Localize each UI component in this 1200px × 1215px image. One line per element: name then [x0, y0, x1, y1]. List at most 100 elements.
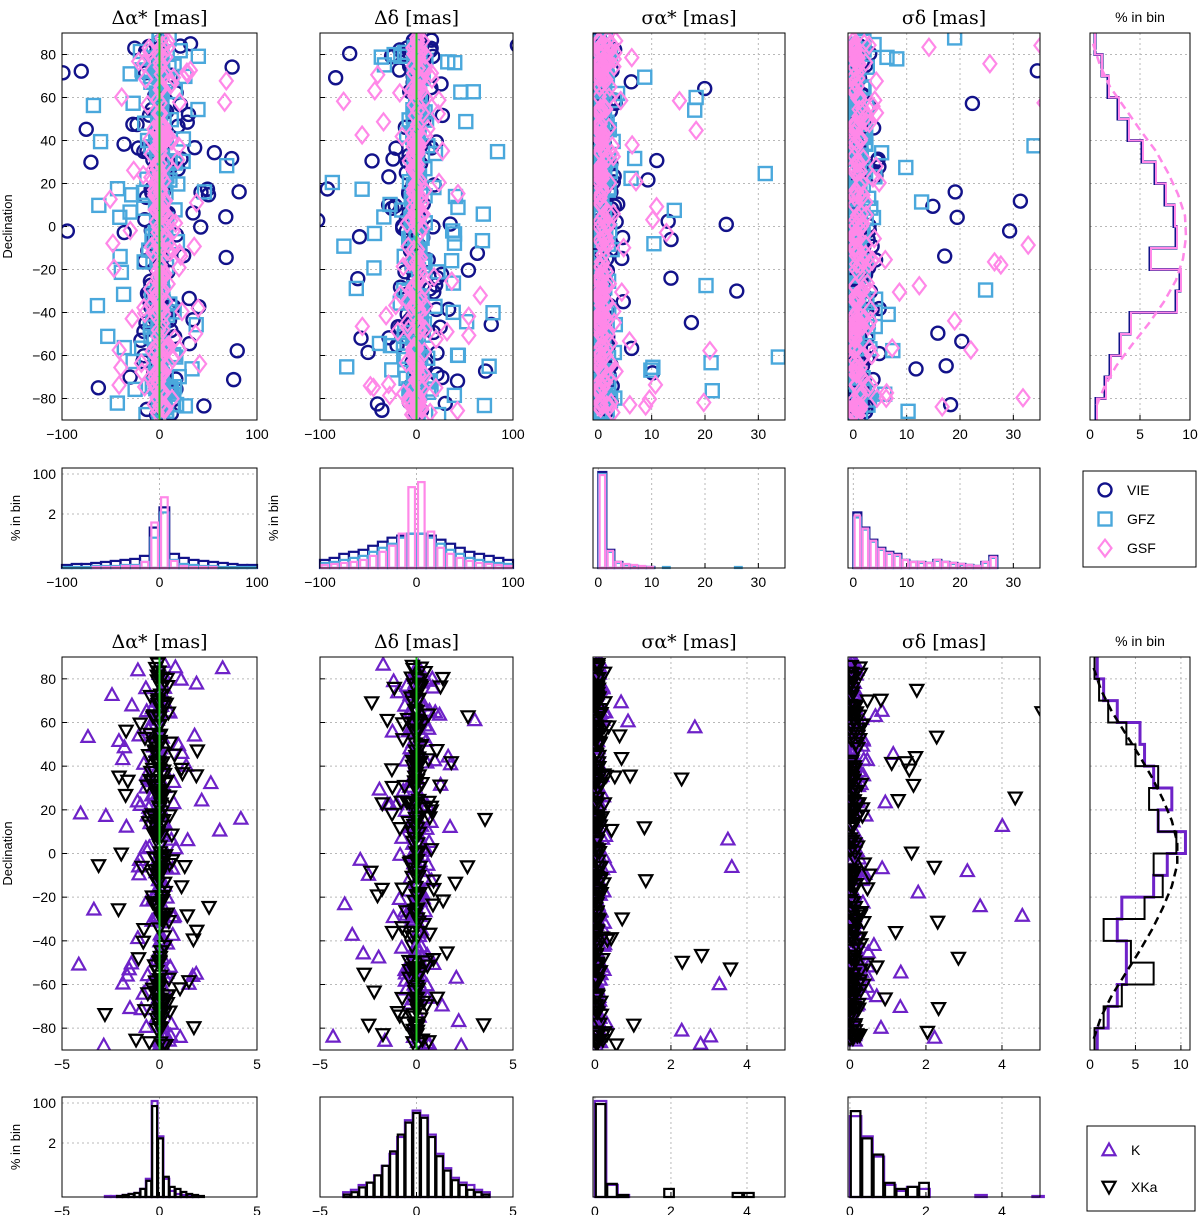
- marker-GSF: [621, 394, 638, 416]
- marker-XKa: [848, 868, 860, 884]
- marker-XKa: [611, 729, 628, 745]
- dense-core-XKa: [593, 658, 614, 1050]
- x-tick-label: 100: [501, 574, 525, 590]
- panel-title: Δδ [mas]: [374, 631, 459, 653]
- marker-GSF: [411, 136, 427, 158]
- marker-GFZ: [643, 362, 659, 378]
- marker-XKa: [406, 1019, 424, 1035]
- marker-GSF: [861, 338, 878, 359]
- marker-VIE: [718, 216, 734, 233]
- marker-K: [133, 1000, 150, 1016]
- marker-GSF: [593, 394, 609, 415]
- marker-VIE: [181, 290, 197, 307]
- legend-label-GSF: GSF: [1127, 540, 1156, 556]
- marker-XKa: [393, 991, 411, 1007]
- marker-XKa: [158, 907, 176, 923]
- marker-GSF: [152, 383, 169, 404]
- x-tick-label: 0: [849, 426, 857, 442]
- marker-GFZ: [376, 209, 392, 225]
- scatter-panel-top-ddec: −100 0 100 Δδ [mas]: [304, 7, 525, 442]
- x-tick-label: 4: [743, 1056, 751, 1072]
- marker-GSF: [877, 249, 894, 270]
- marker-GFZ: [219, 157, 235, 174]
- marker-XKa: [848, 832, 859, 848]
- marker-GSF: [849, 359, 866, 381]
- dense-core-GSF: [593, 33, 611, 417]
- marker-GSF: [179, 61, 195, 83]
- marker-XKa: [929, 915, 947, 931]
- marker-GSF: [154, 299, 171, 320]
- marker-VIE: [83, 154, 99, 170]
- marker-XKa: [141, 1036, 158, 1050]
- marker-XKa: [413, 1033, 431, 1049]
- marker-GSF: [593, 286, 610, 308]
- marker-XKa: [378, 713, 396, 729]
- marker-K: [389, 683, 407, 699]
- marker-GSF: [1015, 387, 1031, 409]
- x-tick-label: 0: [413, 426, 421, 442]
- marker-GSF: [380, 374, 397, 395]
- marker-K: [993, 816, 1011, 832]
- scatter-panel-bot-ddec: −5 0 5 Δδ [mas]: [312, 631, 517, 1072]
- y-tick-label: −60: [32, 348, 56, 364]
- marker-VIE: [179, 114, 195, 130]
- marker-K: [892, 963, 910, 979]
- marker-GSF: [647, 374, 664, 396]
- axes-frame: [61, 656, 258, 1051]
- marker-GSF: [111, 374, 127, 396]
- marker-XKa: [163, 828, 181, 844]
- x-tick-label: 2: [667, 1203, 675, 1215]
- marker-XKa: [363, 696, 381, 712]
- marker-XKa: [185, 933, 202, 949]
- marker-GFZ: [100, 328, 116, 345]
- marker-GFZ: [458, 113, 474, 130]
- marker-XKa: [848, 785, 864, 801]
- marker-GSF: [593, 86, 608, 107]
- marker-VIE: [73, 63, 89, 79]
- marker-VIE: [949, 209, 965, 226]
- points: [62, 33, 257, 420]
- marker-GSF: [593, 137, 610, 158]
- marker-GFZ: [171, 368, 187, 385]
- marker-XKa: [148, 669, 166, 685]
- y-tick-label: 0: [48, 219, 56, 235]
- marker-GFZ: [336, 238, 352, 254]
- x-tick-label: 10: [644, 574, 660, 590]
- marker-XKa: [117, 724, 135, 740]
- marker-GFZ: [172, 43, 188, 59]
- scatter-panel-bot-sra: 0 2 4 σα* [mas]: [591, 631, 786, 1072]
- marker-GFZ: [474, 232, 491, 249]
- marker-XKa: [187, 769, 205, 785]
- marker-XKa: [593, 659, 604, 675]
- marker-K: [114, 974, 132, 990]
- y-tick-label: 40: [40, 133, 56, 149]
- axes-frame: [61, 32, 258, 421]
- marker-VIE: [229, 343, 245, 359]
- marker-K: [186, 726, 203, 742]
- marker-K: [211, 821, 229, 837]
- marker-XKa: [403, 930, 421, 946]
- marker-GSF: [460, 305, 477, 327]
- marker-XKa: [409, 998, 426, 1014]
- marker-XKa: [428, 743, 446, 760]
- marker-GSF: [124, 308, 141, 329]
- marker-K: [137, 1017, 155, 1033]
- marker-K: [420, 832, 438, 849]
- marker-VIE: [218, 209, 234, 225]
- marker-GSF: [848, 259, 865, 280]
- marker-GFZ: [366, 225, 383, 242]
- marker-XKa: [593, 860, 607, 876]
- marker-XKa: [905, 778, 922, 794]
- marker-K: [692, 1034, 709, 1050]
- marker-K: [167, 839, 185, 855]
- marker-XKa: [161, 809, 179, 825]
- hist-panel-bot-h-ddec: −5 0 5: [312, 1096, 517, 1215]
- legend-label-K: K: [1131, 1142, 1141, 1158]
- marker-GFZ: [382, 337, 399, 354]
- marker-GSF: [335, 90, 352, 112]
- marker-GSF: [450, 183, 466, 204]
- marker-VIE: [449, 373, 466, 389]
- marker-GSF: [395, 256, 412, 277]
- y-tick-label: 2: [48, 506, 56, 522]
- marker-GSF: [407, 370, 424, 391]
